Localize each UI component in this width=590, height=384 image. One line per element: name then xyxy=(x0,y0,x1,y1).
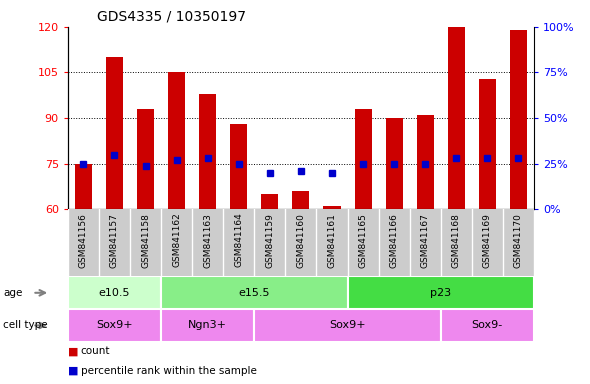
Text: GSM841157: GSM841157 xyxy=(110,213,119,268)
Bar xyxy=(510,30,527,209)
Bar xyxy=(199,94,216,209)
Bar xyxy=(479,79,496,209)
Text: GSM841163: GSM841163 xyxy=(203,213,212,268)
Bar xyxy=(386,118,402,209)
Text: GSM841166: GSM841166 xyxy=(389,213,399,268)
Text: count: count xyxy=(81,346,110,356)
Bar xyxy=(448,27,465,209)
Bar xyxy=(441,309,534,342)
Text: age: age xyxy=(3,288,22,298)
Bar xyxy=(417,115,434,209)
Bar xyxy=(137,109,154,209)
Text: GSM841167: GSM841167 xyxy=(421,213,430,268)
Text: Ngn3+: Ngn3+ xyxy=(188,320,227,331)
Text: GSM841159: GSM841159 xyxy=(266,213,274,268)
Text: GDS4335 / 10350197: GDS4335 / 10350197 xyxy=(97,9,247,23)
Bar xyxy=(355,109,372,209)
Bar xyxy=(323,206,340,209)
Bar xyxy=(68,276,161,309)
Bar xyxy=(161,276,348,309)
Text: GSM841156: GSM841156 xyxy=(79,213,88,268)
Text: GSM841169: GSM841169 xyxy=(483,213,492,268)
Text: GSM841160: GSM841160 xyxy=(296,213,306,268)
Text: ■: ■ xyxy=(68,366,82,376)
Text: GSM841161: GSM841161 xyxy=(327,213,336,268)
Text: Sox9-: Sox9- xyxy=(472,320,503,331)
Text: Sox9+: Sox9+ xyxy=(329,320,366,331)
Bar xyxy=(68,309,161,342)
Text: cell type: cell type xyxy=(3,320,48,331)
Text: e10.5: e10.5 xyxy=(99,288,130,298)
Text: ■: ■ xyxy=(68,346,82,356)
Text: Sox9+: Sox9+ xyxy=(96,320,133,331)
Bar xyxy=(261,194,278,209)
Bar xyxy=(254,309,441,342)
Text: GSM841164: GSM841164 xyxy=(234,213,243,267)
Bar xyxy=(106,57,123,209)
Text: GSM841165: GSM841165 xyxy=(359,213,368,268)
Text: GSM841168: GSM841168 xyxy=(452,213,461,268)
Text: percentile rank within the sample: percentile rank within the sample xyxy=(81,366,257,376)
Bar xyxy=(168,73,185,209)
Text: GSM841158: GSM841158 xyxy=(141,213,150,268)
Bar xyxy=(75,164,92,209)
Bar xyxy=(230,124,247,209)
Bar xyxy=(293,191,309,209)
Bar xyxy=(161,309,254,342)
Bar xyxy=(348,276,534,309)
Text: p23: p23 xyxy=(430,288,451,298)
Text: e15.5: e15.5 xyxy=(238,288,270,298)
Text: GSM841170: GSM841170 xyxy=(514,213,523,268)
Text: GSM841162: GSM841162 xyxy=(172,213,181,267)
